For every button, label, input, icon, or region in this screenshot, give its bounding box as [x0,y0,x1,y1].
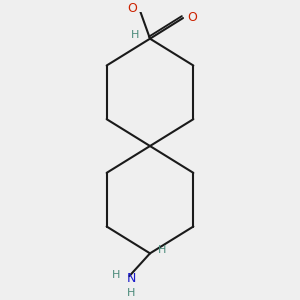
Text: H: H [112,270,120,280]
Text: O: O [128,2,137,15]
Text: H: H [158,245,166,255]
Text: N: N [127,272,136,285]
Text: H: H [131,30,140,40]
Text: O: O [188,11,197,23]
Text: H: H [127,288,136,298]
